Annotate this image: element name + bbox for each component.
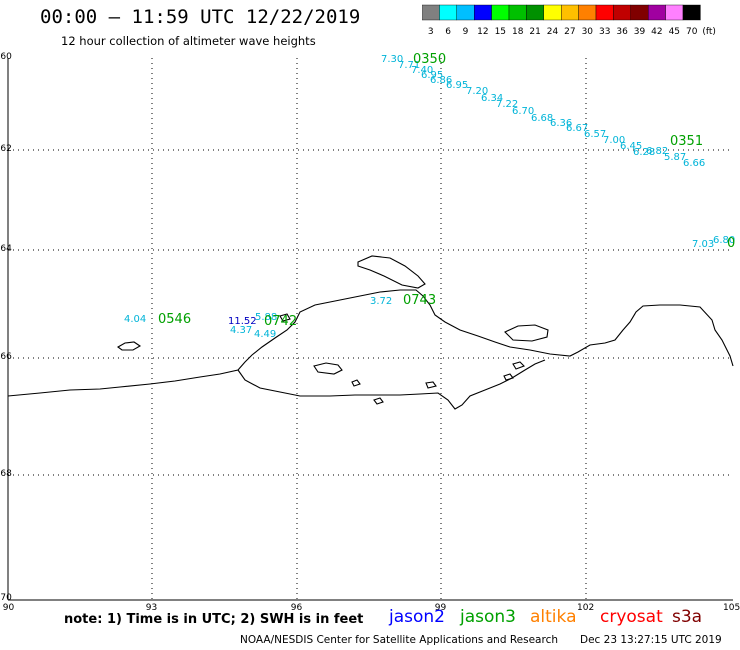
pass-time-0351-fragment: 0	[727, 236, 735, 251]
lon-label-93: 93	[145, 603, 158, 613]
coastline	[7, 255, 734, 410]
colorbar-swatch	[682, 4, 701, 21]
swh-value-0350: 7.00	[603, 135, 625, 146]
swh-value-0351: 6.82	[646, 146, 668, 157]
pass-time-0742: 0742	[264, 314, 297, 329]
lat-label-60: -60	[0, 52, 12, 62]
islet-6	[279, 313, 291, 322]
map-frame	[7, 58, 733, 601]
colorbar-label: 39	[634, 27, 646, 37]
colorbar-label: 30	[582, 27, 594, 37]
islet-5	[503, 373, 514, 381]
swh-value-0351: 6.80	[713, 235, 735, 246]
colorbar-label: 33	[599, 27, 610, 37]
colorbar-label: 42	[651, 27, 662, 37]
lat-label-64: -64	[0, 244, 12, 254]
lat-lon-grid	[8, 58, 733, 600]
swh-value-0350: 6.95	[446, 80, 468, 91]
swh-value-0350: 6.67	[566, 123, 588, 134]
island-large	[357, 255, 426, 289]
legend-altika: altika	[530, 607, 577, 627]
islet-3	[373, 397, 384, 405]
colorbar-label: 70	[686, 27, 698, 37]
lon-label-105: 105	[723, 603, 740, 613]
lat-label-70: -70	[0, 593, 12, 603]
pass-time-0546: 0546	[158, 312, 191, 327]
legend-jason2: jason2	[389, 607, 445, 627]
pass-time-0350: 0350	[413, 52, 446, 67]
colorbar-label: 24	[547, 27, 559, 37]
colorbar-label: 36	[616, 27, 628, 37]
swh-value-0350: 6.95	[421, 70, 443, 81]
credit-line: NOAA/NESDIS Center for Satellite Applica…	[240, 634, 558, 646]
swh-value-0350: 6.34	[481, 93, 503, 104]
swh-value-0742: 4.49	[254, 329, 276, 340]
ice-lens	[504, 324, 549, 342]
swh-value-0350: 6.86	[430, 75, 452, 86]
swh-value-0350: 6.70	[512, 106, 534, 117]
swh-value-0350: 6.68	[531, 113, 553, 124]
swh-value-0546: 4.04	[124, 314, 146, 325]
colorbar-label: 21	[529, 27, 540, 37]
islet-2	[425, 381, 437, 389]
swh-value-0350: 7.71	[398, 60, 420, 71]
footer-note: note: 1) Time is in UTC; 2) SWH is in fe…	[64, 612, 364, 627]
swh-value-0351: 5.87	[664, 152, 686, 163]
swh-value-0350: 7.20	[466, 86, 488, 97]
swh-value-0743: 3.72	[370, 296, 392, 307]
islet-4	[512, 361, 525, 370]
lat-label-66: -66	[0, 352, 12, 362]
map-title: 00:00 – 11:59 UTC 12/22/2019	[40, 6, 361, 28]
lat-label-62: -62	[0, 144, 12, 154]
pass-time-0743: 0743	[403, 293, 436, 308]
islet-1	[351, 379, 361, 387]
generated-timestamp: Dec 23 13:27:15 UTC 2019	[580, 634, 722, 646]
wave-height-colorbar: 3 6 9 12 15 18 21 24 27 30 33 36 39 42 45 70 (ft)	[421, 4, 732, 42]
swh-value-0350: 6.28	[633, 147, 655, 158]
legend-s3a: s3a	[672, 607, 703, 627]
swh-value-0742: 5.88	[255, 312, 277, 323]
colorbar-label: (ft)	[702, 27, 716, 37]
swh-value-0350: 6.36	[550, 118, 572, 129]
lon-label-102: 102	[577, 603, 595, 613]
swh-value-0350: 6.57	[584, 129, 606, 140]
swh-value-0351: 7.03	[692, 239, 714, 250]
swh-value-0350: 7.40	[411, 65, 433, 76]
swh-value-0742: 4.37	[230, 325, 252, 336]
colorbar-label: 45	[669, 27, 680, 37]
island-west	[117, 341, 142, 351]
colorbar-label: 27	[564, 27, 575, 37]
legend-jason3: jason3	[460, 607, 516, 627]
swh-value-0742-jason2: 11.52	[228, 316, 257, 327]
island-center	[313, 362, 343, 375]
swh-value-0350: 7.30	[381, 54, 403, 65]
pass-tracks: 7.307.717.406.956.866.957.206.347.226.70…	[124, 52, 735, 340]
colorbar-label: 15	[495, 27, 506, 37]
colorbar-label: 12	[477, 27, 488, 37]
colorbar-label: 6	[445, 27, 451, 37]
swh-value-0350: 7.22	[496, 99, 518, 110]
colorbar-label: 18	[512, 27, 524, 37]
lon-label-99: 99	[434, 603, 447, 613]
colorbar-label: 3	[428, 27, 434, 37]
lon-label-96: 96	[290, 603, 303, 613]
pass-time-0351: 0351	[670, 134, 703, 149]
legend-cryosat: cryosat	[600, 607, 663, 627]
lon-label-90: 90	[2, 603, 15, 613]
colorbar-swatches: 3 6 9 12 15 18 21 24 27 30 33 36 39 42 45 70 (ft)	[421, 4, 716, 37]
swh-value-0351: 6.66	[683, 158, 705, 169]
swh-value-0350: 6.45	[620, 141, 642, 152]
coastline-lower	[237, 359, 546, 410]
lat-label-68: -68	[0, 469, 12, 479]
colorbar-label: 9	[463, 27, 469, 37]
map-subtitle: 12 hour collection of altimeter wave hei…	[61, 34, 316, 48]
coastline-main	[7, 289, 734, 397]
